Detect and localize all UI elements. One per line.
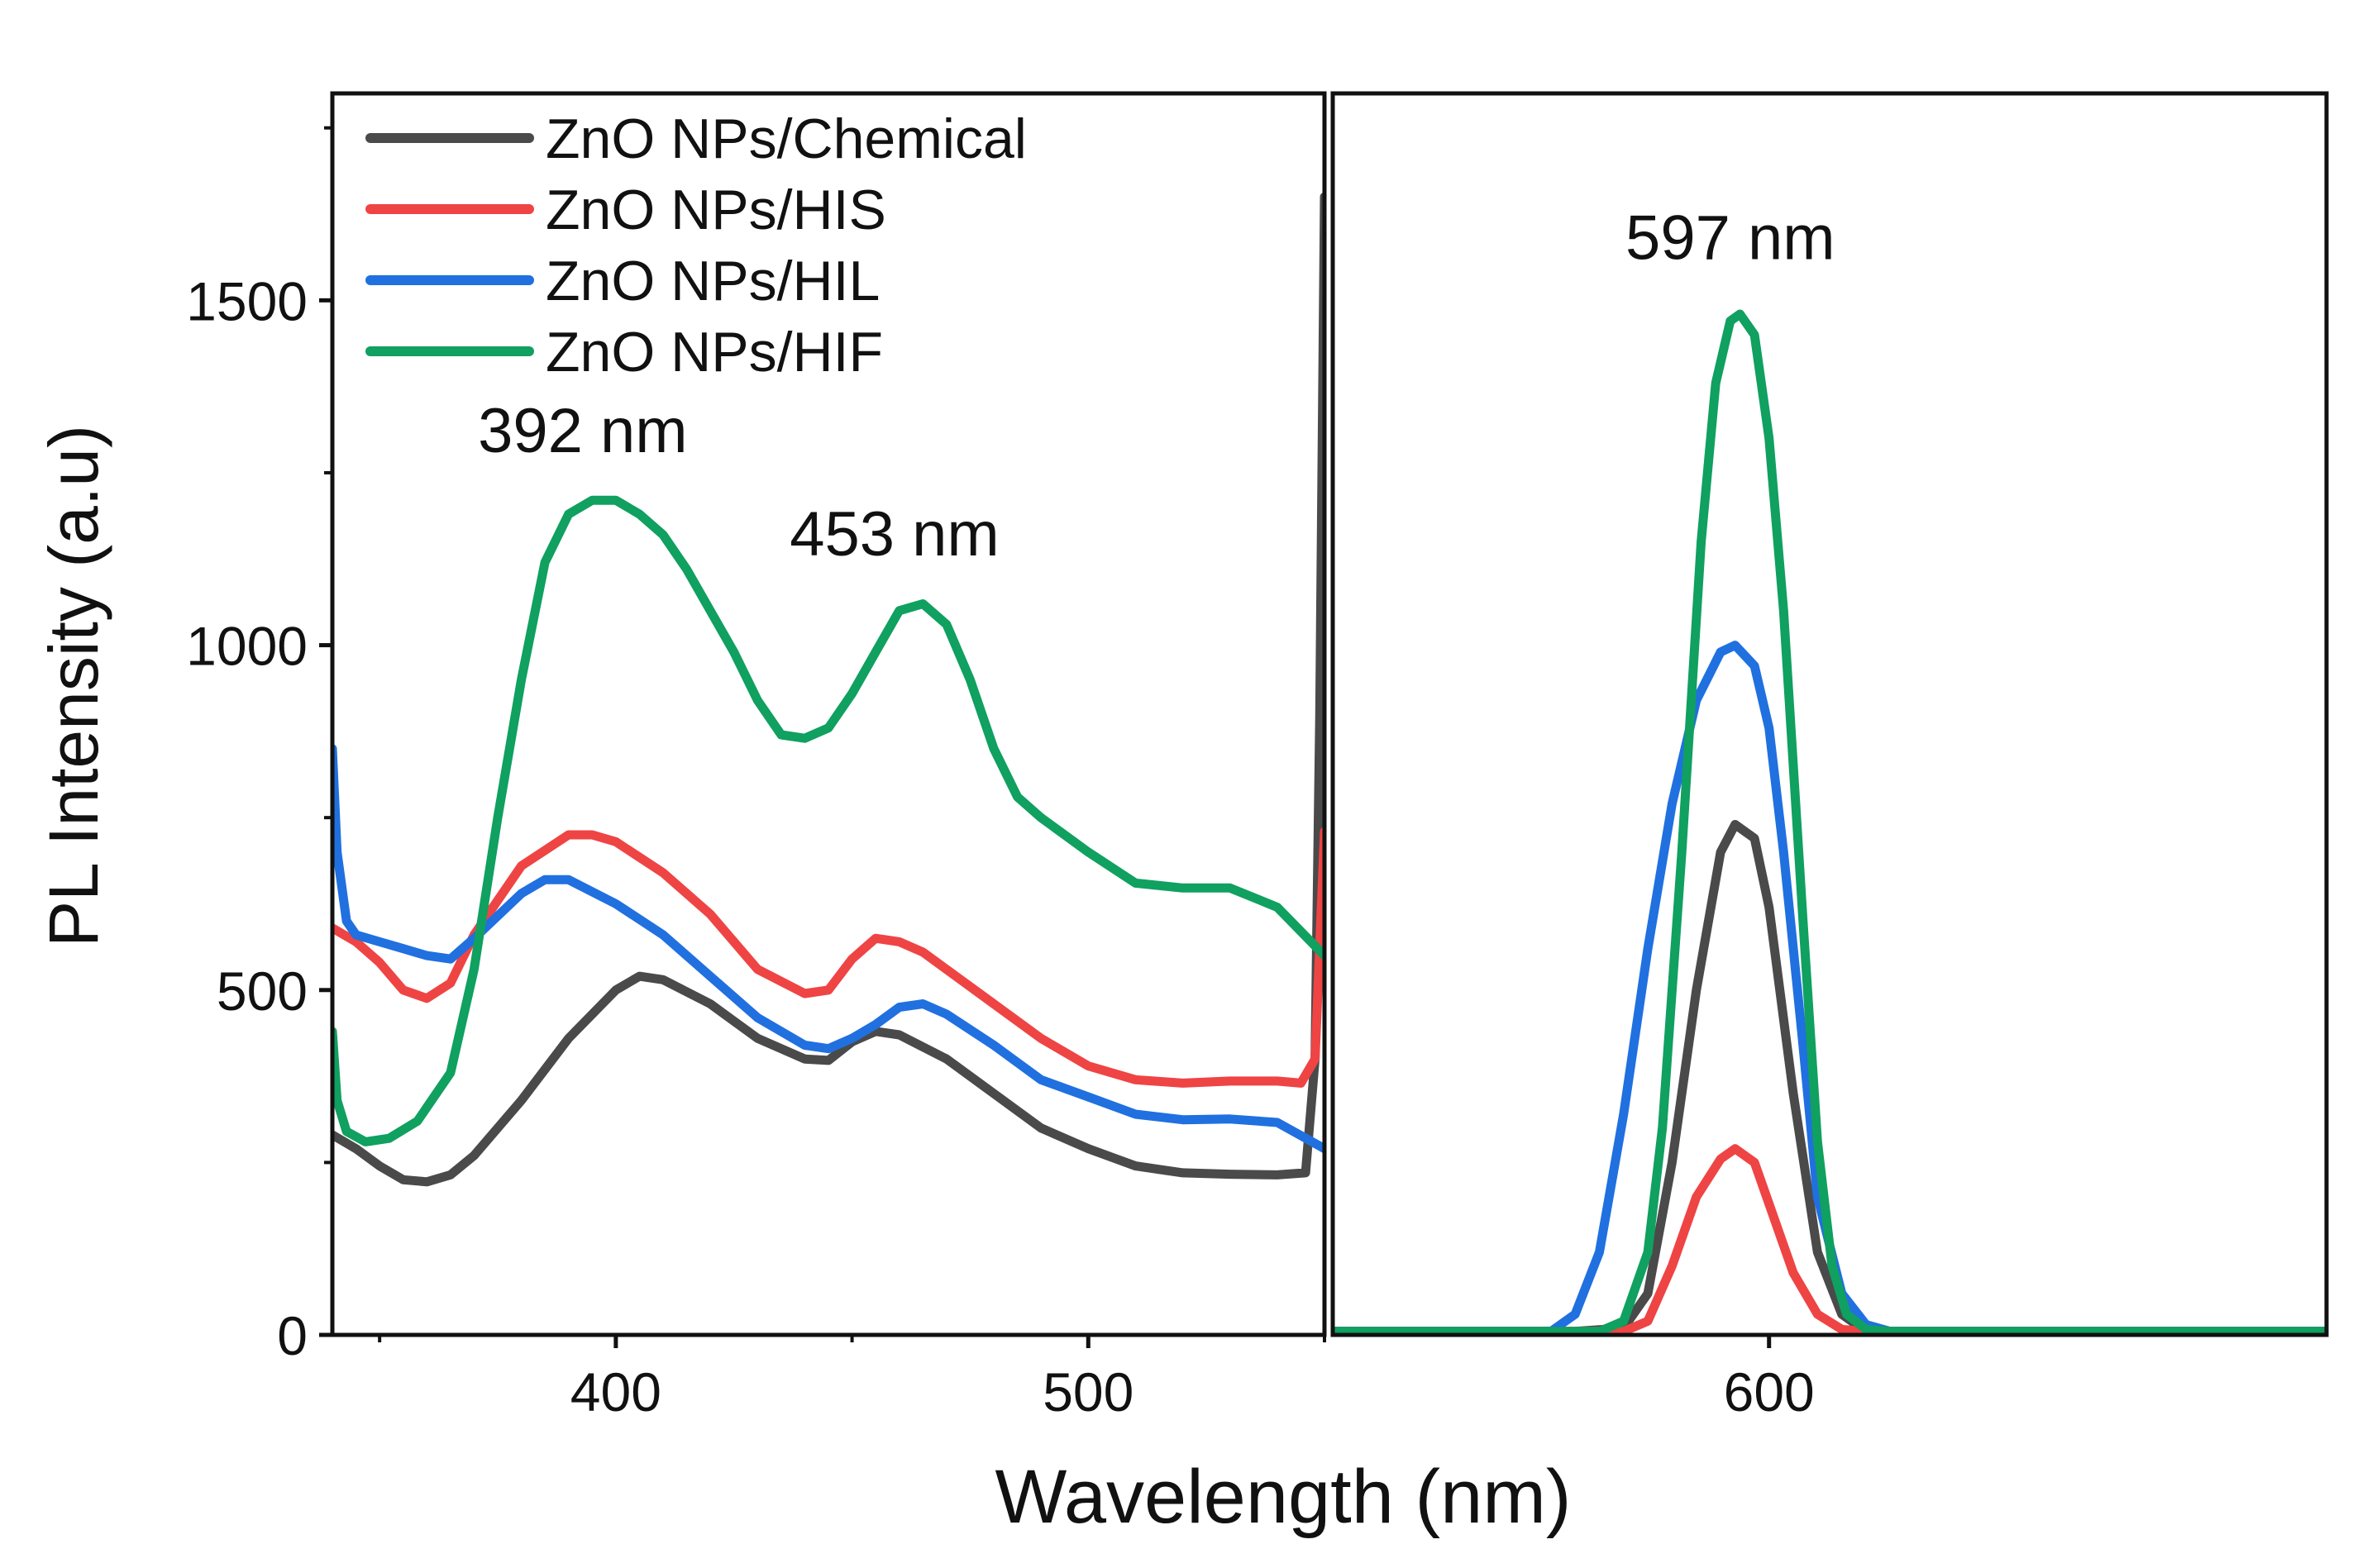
- peak-annotation: 392 nm: [478, 396, 688, 466]
- y-tick-label: 1000: [186, 616, 308, 677]
- series-layer: [332, 192, 2327, 1335]
- legend: ZnO NPs/Chemical ZnO NPs/HIS ZnO NPs/HIL Zn…: [365, 107, 1027, 384]
- legend-label: ZnO NPs/HIL: [546, 250, 880, 312]
- legend-label: ZnO NPs/HIS: [546, 179, 886, 241]
- legend-label: ZnO NPs/Chemical: [546, 107, 1027, 170]
- series-line-2-panel-0: [332, 744, 1324, 1154]
- peak-annotation: 453 nm: [790, 499, 1000, 570]
- left-panel-frame: [330, 91, 1327, 1337]
- y-tick-label: 1500: [186, 270, 308, 331]
- x-tick-label: 500: [1043, 1361, 1134, 1423]
- series-line-1-panel-0: [332, 827, 1324, 1088]
- axis-layer: 0 500 1000 1500 400 500 600: [186, 126, 1815, 1423]
- annotation-layer: 392 nm 453 nm 597 nm: [478, 203, 1835, 570]
- y-tick-label: 0: [277, 1305, 308, 1366]
- x-tick-label: 600: [1724, 1361, 1815, 1423]
- x-tick-label: 400: [570, 1361, 661, 1423]
- y-tick-label: 500: [217, 960, 308, 1022]
- legend-label: ZnO NPs/HIF: [546, 321, 883, 384]
- series-line-3-panel-0: [332, 495, 1324, 1146]
- series-line-3-panel-1: [1333, 309, 2327, 1335]
- right-panel-frame: [1330, 91, 2329, 1337]
- peak-annotation: 597 nm: [1625, 203, 1835, 273]
- x-axis-label: Wavelength (nm): [995, 1455, 1571, 1539]
- series-line-0-panel-0: [332, 192, 1324, 1187]
- y-axis-label: PL Intensity (a.u): [35, 425, 112, 947]
- series-line-1-panel-1: [1333, 1144, 2327, 1335]
- series-line-0-panel-1: [1333, 820, 2327, 1335]
